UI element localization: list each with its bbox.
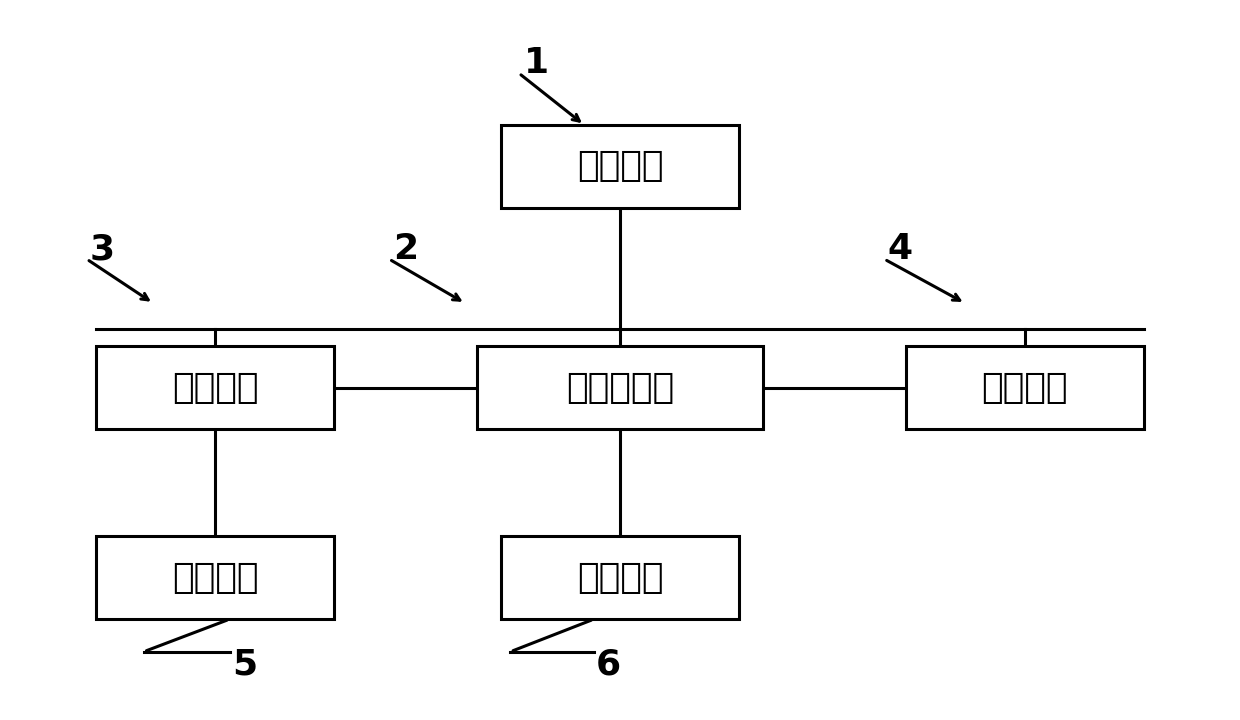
Text: 4: 4 <box>887 233 913 266</box>
Text: 中央处理器: 中央处理器 <box>565 371 675 405</box>
Text: 3: 3 <box>89 233 115 266</box>
Text: 1: 1 <box>525 46 549 80</box>
Text: 控制模块: 控制模块 <box>172 371 258 405</box>
Bar <box>501 536 739 619</box>
Text: 6: 6 <box>595 647 621 681</box>
Text: 通讯模块: 通讯模块 <box>577 561 663 595</box>
Bar <box>97 346 335 429</box>
Bar <box>97 536 335 619</box>
Text: 检测模块: 检测模块 <box>982 371 1068 405</box>
Bar <box>501 125 739 208</box>
Text: 5: 5 <box>232 647 258 681</box>
Bar <box>905 346 1143 429</box>
Text: 电源模块: 电源模块 <box>577 150 663 184</box>
Bar <box>477 346 763 429</box>
Text: 执行模块: 执行模块 <box>172 561 258 595</box>
Text: 2: 2 <box>393 233 418 266</box>
